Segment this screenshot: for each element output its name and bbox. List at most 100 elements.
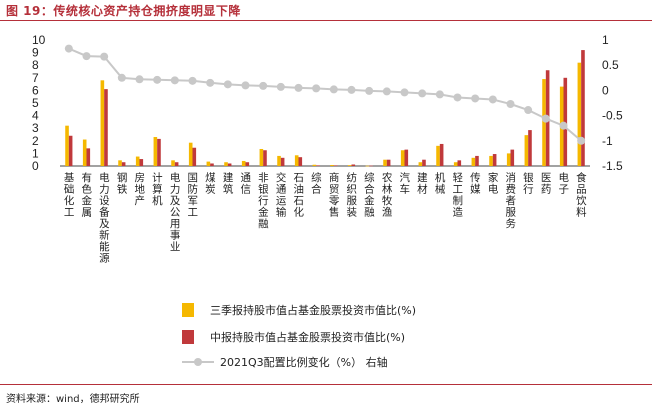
change-point xyxy=(206,78,215,87)
category-label-char: 建 xyxy=(417,171,428,184)
category-label-char: 军 xyxy=(188,195,199,207)
y-left-tick-label: 7 xyxy=(32,71,39,85)
change-point xyxy=(506,100,515,109)
bar-q3 xyxy=(453,162,458,166)
category-label-char: 合 xyxy=(364,183,375,196)
bar-interim xyxy=(439,143,444,166)
category-label-char: 金 xyxy=(82,194,93,207)
bar-interim xyxy=(86,148,91,166)
change-point xyxy=(577,136,586,145)
category-label-char: 通 xyxy=(241,172,252,184)
category-label-char: 色 xyxy=(82,183,93,196)
source-divider xyxy=(0,384,652,385)
category-label-char: 房 xyxy=(135,171,146,184)
bar-q3 xyxy=(542,79,546,166)
category-label-char: 料 xyxy=(576,206,587,219)
category-label-char: 筑 xyxy=(223,183,234,196)
bar-interim xyxy=(563,77,568,166)
bar-q3 xyxy=(259,148,264,166)
y-left-tick-label: 1 xyxy=(32,146,39,160)
bar-interim xyxy=(68,135,73,166)
legend-swatch-q3 xyxy=(182,303,194,317)
category-label-char: 油 xyxy=(294,183,305,196)
bar-interim xyxy=(121,162,126,166)
y-left-tick-label: 4 xyxy=(32,109,39,123)
change-point xyxy=(559,121,568,130)
change-point xyxy=(241,81,250,90)
bar-q3 xyxy=(471,157,476,166)
category-label-char: 牧 xyxy=(382,194,393,207)
category-label-char: 金 xyxy=(258,206,269,219)
category-label-char: 建 xyxy=(223,171,234,184)
category-label-char: 及 xyxy=(99,218,110,230)
category-label-char: 子 xyxy=(559,184,570,196)
category-label-char: 石 xyxy=(294,195,305,207)
category-label-char: 食 xyxy=(576,171,587,184)
change-point xyxy=(541,114,550,123)
bar-q3 xyxy=(418,162,423,166)
category-label-char: 国 xyxy=(188,172,199,184)
bar-q3 xyxy=(400,150,405,166)
change-point xyxy=(294,83,303,92)
category-label-char: 铁 xyxy=(117,183,128,196)
category-label-char: 轻 xyxy=(453,171,464,184)
category-label-char: 零 xyxy=(329,195,340,207)
category-label-char: 力 xyxy=(170,183,181,196)
category-label-char: 服 xyxy=(347,195,358,207)
figure-title: 图 19：传统核心资产持仓拥挤度明显下降 xyxy=(6,4,241,18)
bar-q3 xyxy=(153,137,158,166)
category-label-char: 银 xyxy=(523,171,534,184)
bar-q3 xyxy=(135,156,140,166)
bar-q3 xyxy=(524,135,529,166)
y-left-tick-label: 8 xyxy=(32,58,39,72)
bar-interim xyxy=(139,159,144,166)
y-left-tick-label: 3 xyxy=(32,121,39,135)
category-label-char: 融 xyxy=(364,207,375,219)
category-label-char: 贸 xyxy=(329,184,340,196)
category-label-char: 织 xyxy=(347,184,358,196)
y-right-tick-label: -1.5 xyxy=(602,159,623,173)
category-label-char: 非 xyxy=(258,172,269,184)
bar-q3 xyxy=(206,161,211,166)
bar-interim xyxy=(157,138,161,166)
category-label-char: 信 xyxy=(241,184,252,196)
category-label-char: 输 xyxy=(276,206,287,219)
category-label-char: 通 xyxy=(276,184,287,196)
bar-q3 xyxy=(118,160,122,166)
y-left-tick-label: 6 xyxy=(32,83,39,97)
category-label-char: 材 xyxy=(417,183,428,196)
bar-interim xyxy=(280,157,285,166)
change-point xyxy=(188,76,197,85)
legend-swatch-point xyxy=(194,358,202,366)
change-point xyxy=(329,85,338,94)
category-label-char: 电 xyxy=(170,171,181,184)
bar-interim xyxy=(510,149,515,166)
category-label-char: 设 xyxy=(99,195,110,207)
category-label-char: 础 xyxy=(64,184,74,196)
category-label-char: 有 xyxy=(82,171,93,184)
category-label-char: 饮 xyxy=(576,194,587,207)
category-label-char: 地 xyxy=(135,183,146,196)
category-label-char: 工 xyxy=(188,207,199,219)
category-label-char: 售 xyxy=(329,206,340,219)
change-point xyxy=(100,52,109,61)
category-label-char: 公 xyxy=(170,207,181,219)
category-label-char: 金 xyxy=(364,194,375,207)
category-label-char: 纺 xyxy=(347,171,358,184)
bar-q3 xyxy=(82,139,87,166)
category-label-char: 石 xyxy=(294,172,305,184)
bar-interim xyxy=(351,164,356,166)
category-label-char: 制 xyxy=(453,194,464,207)
bar-q3 xyxy=(294,155,299,166)
change-point xyxy=(382,87,391,96)
category-label-char: 品 xyxy=(576,184,587,196)
y-right-tick-label: 0.5 xyxy=(602,58,619,72)
legend-label: 三季报持股市值占基金股票投资市值比(%) xyxy=(210,303,416,317)
change-point xyxy=(153,75,162,84)
category-label-char: 家 xyxy=(488,171,499,184)
change-point xyxy=(276,82,285,91)
bar-q3 xyxy=(489,155,493,166)
title-divider xyxy=(0,20,652,21)
bar-interim xyxy=(192,147,197,166)
